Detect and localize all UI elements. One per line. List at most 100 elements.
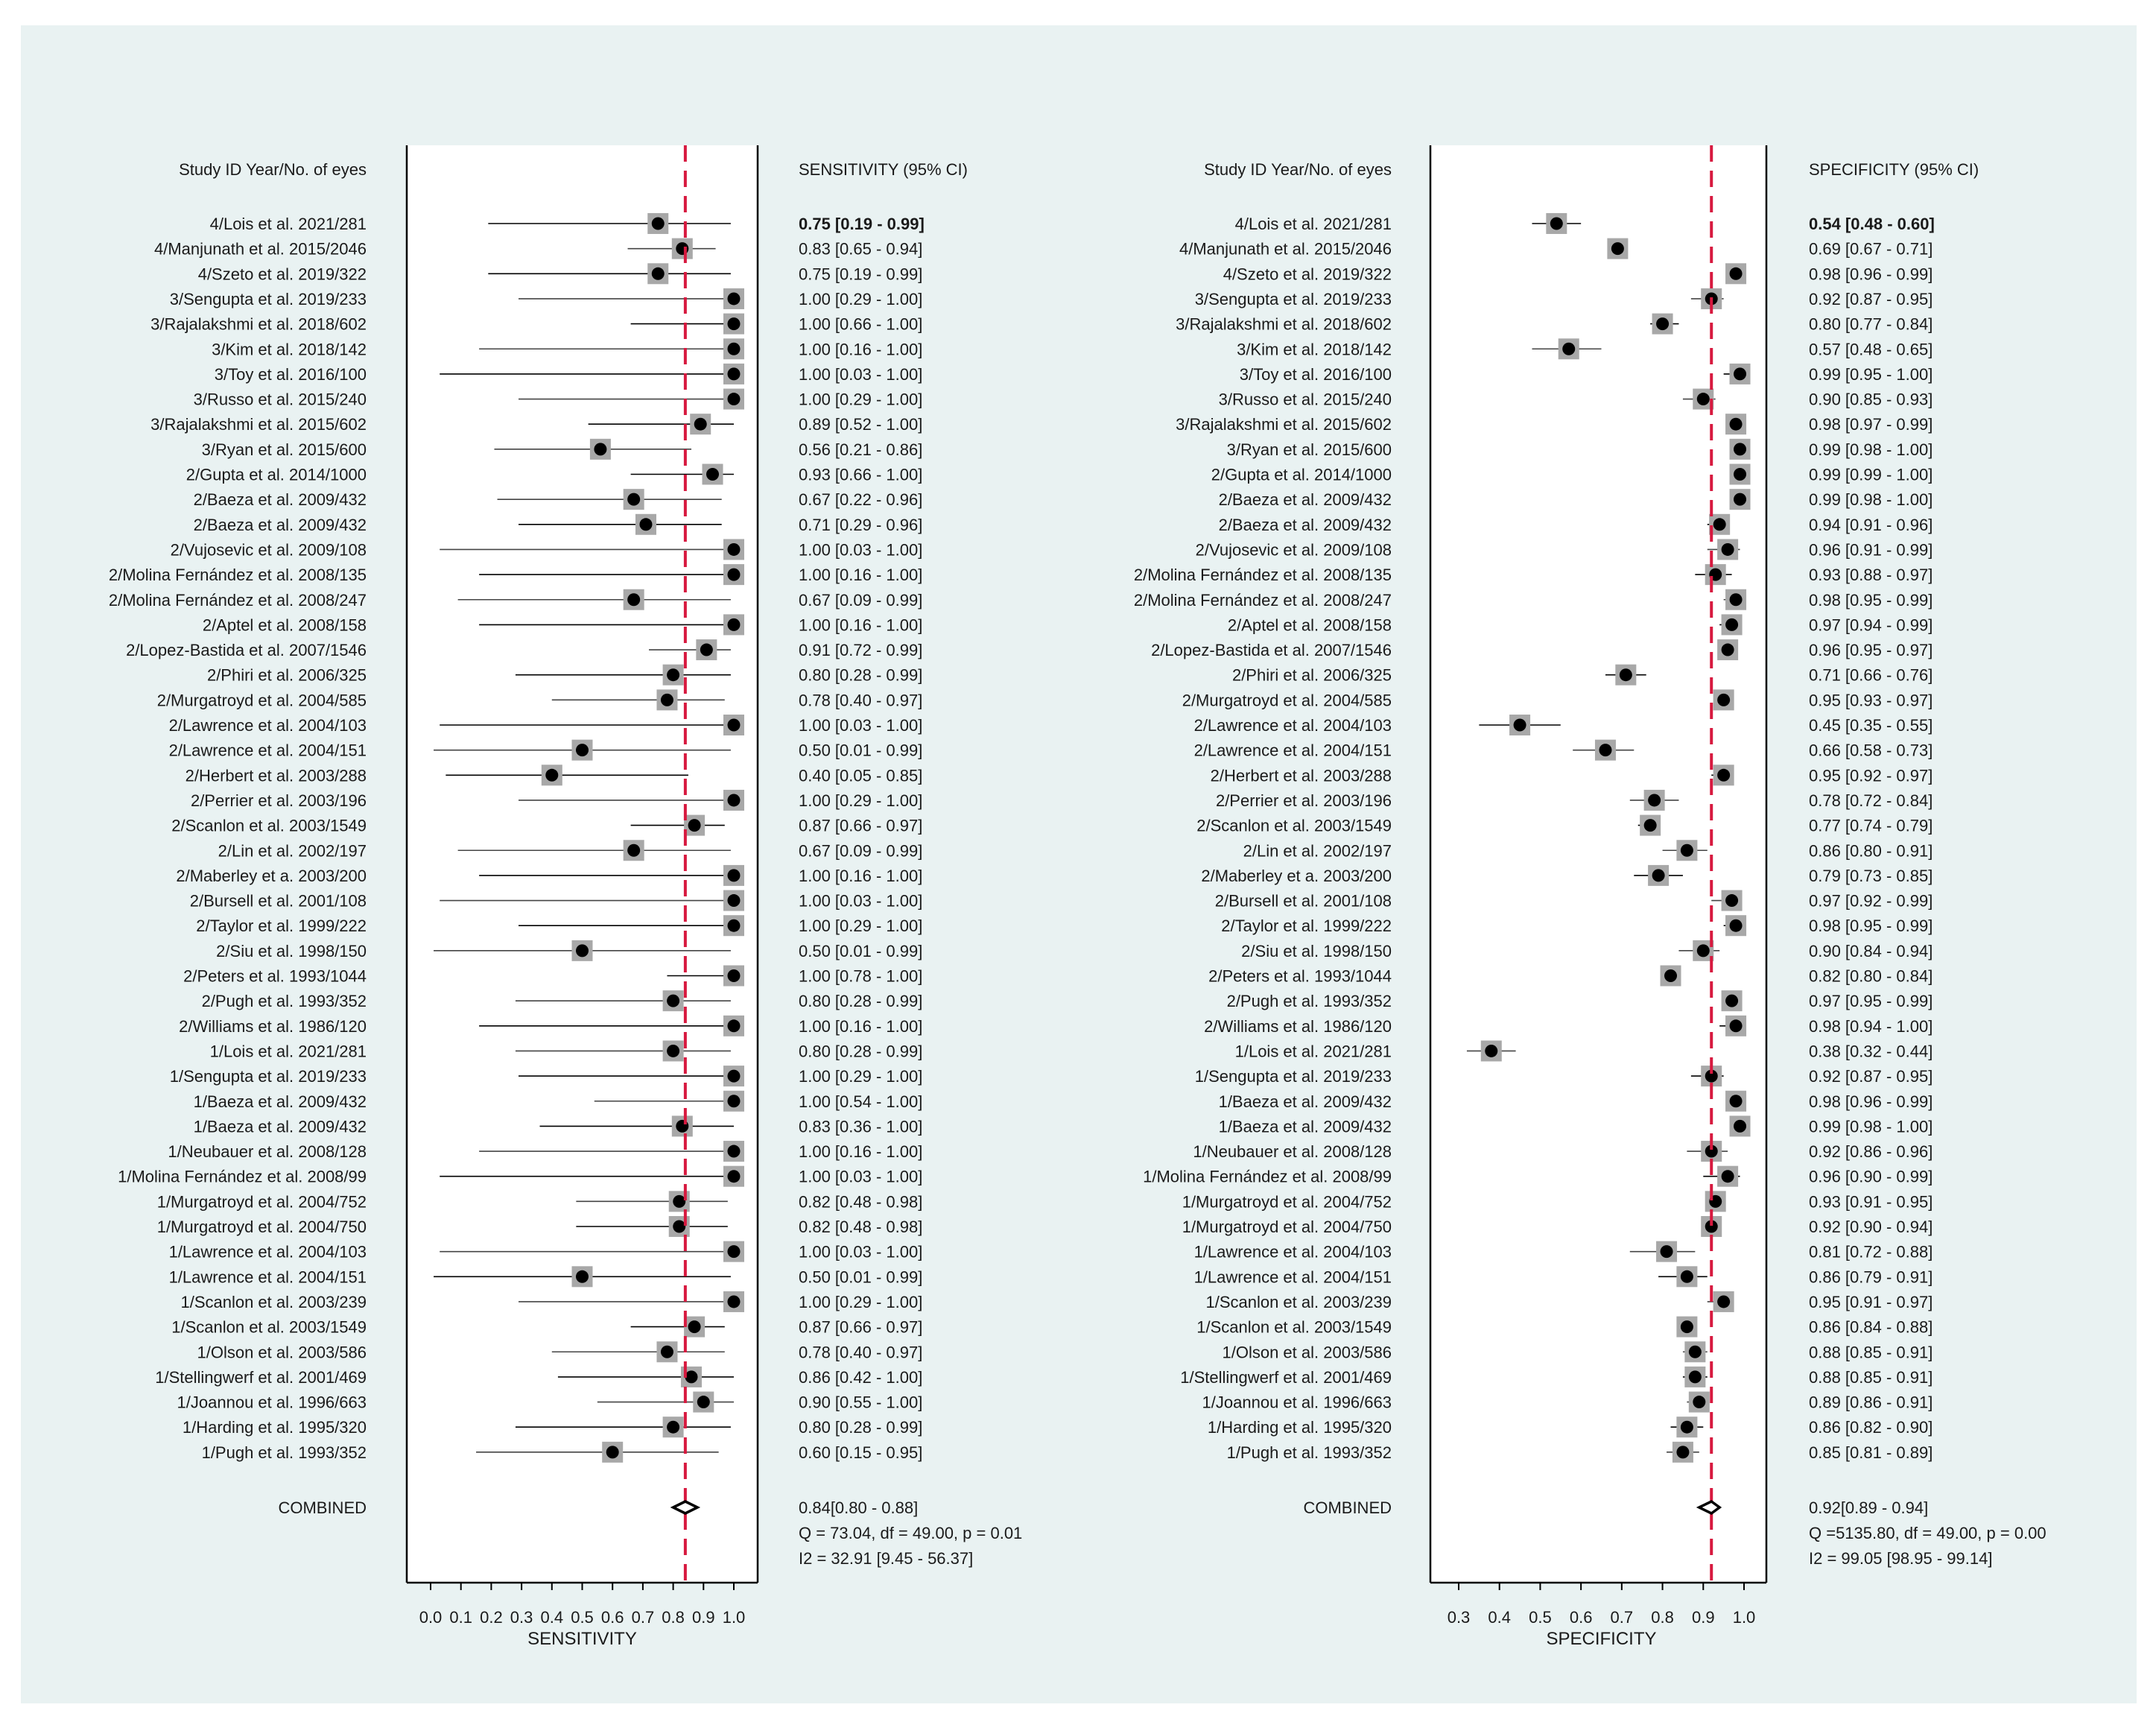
sens-study-label: 4/Lois et al. 2021/281 [210,215,367,233]
spec-study-label: 2/Scanlon et al. 2003/1549 [1196,817,1392,835]
spec-study-ci-text: 0.95 [0.91 - 0.97] [1809,1293,1933,1311]
sens-study-ci-text: 0.80 [0.28 - 0.99] [799,1042,922,1060]
sens-study-ci-text: 1.00 [0.29 - 1.00] [799,917,922,935]
spec-study-ci-text: 0.99 [0.98 - 1.00] [1809,440,1933,459]
spec-study-ci-text: 0.96 [0.90 - 0.99] [1809,1168,1933,1186]
sens-study-ci-text: 0.82 [0.48 - 0.98] [799,1192,922,1211]
sens-study-label: 2/Baeza et al. 2009/432 [194,516,367,534]
sens-point-estimate [727,317,741,331]
sens-point-estimate [667,1420,680,1434]
spec-study-ci-text: 0.98 [0.94 - 1.00] [1809,1017,1933,1036]
sens-point-estimate [727,1019,741,1033]
spec-study-ci-text: 0.45 [0.35 - 0.55] [1809,716,1933,735]
sens-study-label: 1/Olson et al. 2003/586 [197,1343,367,1361]
spec-point-estimate [1693,1396,1706,1409]
spec-point-estimate [1562,342,1576,355]
spec-point-estimate [1734,1119,1747,1133]
spec-study-label: 3/Rajalakshmi et al. 2015/602 [1176,415,1392,434]
sens-point-estimate [727,367,741,381]
sens-study-ci-text: 1.00 [0.16 - 1.00] [799,867,922,885]
spec-point-estimate [1734,443,1747,456]
sens-study-label: 1/Pugh et al. 1993/352 [202,1443,367,1462]
spec-study-ci-text: 0.96 [0.95 - 0.97] [1809,641,1933,659]
spec-study-ci-text: 0.95 [0.93 - 0.97] [1809,691,1933,709]
sens-study-ci-text: 0.56 [0.21 - 0.86] [799,440,922,459]
spec-point-estimate [1729,267,1743,280]
sens-point-estimate [673,1194,686,1208]
spec-point-estimate [1734,468,1747,481]
sens-study-label: 2/Lawrence et al. 2004/103 [169,716,367,735]
spec-study-ci-text: 0.71 [0.66 - 0.76] [1809,666,1933,685]
spec-point-estimate [1513,718,1526,732]
spec-study-ci-text: 0.81 [0.72 - 0.88] [1809,1243,1933,1262]
spec-study-label: 1/Baeza et al. 2009/432 [1219,1092,1392,1111]
sens-point-estimate [727,1095,741,1108]
spec-study-ci-text: 0.89 [0.86 - 0.91] [1809,1393,1933,1412]
spec-study-label: 2/Aptel et al. 2008/158 [1228,615,1392,634]
sens-point-estimate [651,217,665,230]
sens-study-ci-text: 0.67 [0.09 - 0.99] [799,591,922,610]
sens-point-estimate [727,292,741,306]
spec-study-ci-text: 0.97 [0.92 - 0.99] [1809,892,1933,911]
sens-header-ci: SENSITIVITY (95% CI) [799,160,968,179]
spec-x-tick-label: 0.9 [1692,1608,1715,1627]
spec-study-ci-text: 0.92 [0.90 - 0.94] [1809,1218,1933,1236]
sens-study-ci-text: 1.00 [0.03 - 1.00] [799,540,922,559]
sens-study-label: 3/Toy et al. 2016/100 [215,365,367,384]
spec-point-estimate [1705,1145,1718,1158]
spec-study-ci-text: 0.99 [0.98 - 1.00] [1809,490,1933,509]
spec-combined-diamond [1696,1499,1722,1516]
sens-study-ci-text: 0.80 [0.28 - 0.99] [799,666,922,685]
sens-study-ci-text: 1.00 [0.03 - 1.00] [799,1168,922,1186]
spec-study-ci-text: 0.95 [0.92 - 0.97] [1809,766,1933,785]
sens-point-estimate [727,342,741,355]
sens-point-estimate [667,668,680,682]
spec-study-ci-text: 0.93 [0.88 - 0.97] [1809,566,1933,584]
sens-point-estimate [576,944,589,957]
sens-point-estimate [667,994,680,1007]
spec-point-estimate [1705,1069,1718,1083]
spec-combined-label: COMBINED [1303,1498,1392,1517]
spec-point-estimate [1725,618,1739,631]
sens-point-estimate [727,542,741,556]
sens-study-ci-text: 0.87 [0.66 - 0.97] [799,1318,922,1337]
figure-background [21,25,2137,1703]
sens-study-ci-text: 0.82 [0.48 - 0.98] [799,1218,922,1236]
sens-study-ci-text: 1.00 [0.29 - 1.00] [799,1067,922,1086]
spec-study-ci-text: 0.98 [0.96 - 0.99] [1809,1092,1933,1111]
spec-combined-ci-text: 0.92[0.89 - 0.94] [1809,1498,1928,1517]
sens-point-estimate [727,1245,741,1259]
spec-x-tick-label: 0.7 [1611,1608,1634,1627]
spec-study-label: 2/Molina Fernández et al. 2008/135 [1134,566,1392,584]
sens-study-ci-text: 0.71 [0.29 - 0.96] [799,516,922,534]
spec-study-ci-text: 0.86 [0.82 - 0.90] [1809,1418,1933,1437]
spec-heterogeneity-i2: I2 = 99.05 [98.95 - 99.14] [1809,1549,1992,1568]
spec-study-label: 1/Harding et al. 1995/320 [1208,1418,1392,1437]
sens-x-tick-label: 0.0 [419,1608,443,1627]
spec-study-ci-text: 0.77 [0.74 - 0.79] [1809,817,1933,835]
spec-point-estimate [1680,843,1693,857]
sens-study-label: 1/Murgatroyd et al. 2004/750 [157,1218,367,1236]
spec-point-estimate [1729,919,1743,932]
sens-combined-ci-text: 0.84[0.80 - 0.88] [799,1498,918,1517]
spec-x-tick-label: 0.4 [1488,1608,1511,1627]
sens-study-ci-text: 0.91 [0.72 - 0.99] [799,641,922,659]
sens-study-label: 2/Lopez-Bastida et al. 2007/1546 [126,641,367,659]
spec-study-label: 2/Murgatroyd et al. 2004/585 [1182,691,1392,709]
sens-study-label: 1/Harding et al. 1995/320 [183,1418,367,1437]
sens-study-ci-text: 1.00 [0.16 - 1.00] [799,1017,922,1036]
sens-point-estimate [727,568,741,581]
sens-study-label: 2/Molina Fernández et al. 2008/247 [109,591,367,610]
sens-point-estimate [673,1220,686,1233]
spec-point-estimate [1680,1320,1693,1334]
spec-point-estimate [1648,794,1661,807]
spec-study-ci-text: 0.38 [0.32 - 0.44] [1809,1042,1933,1060]
spec-study-ci-text: 0.79 [0.73 - 0.85] [1809,867,1933,885]
sens-x-tick-label: 0.8 [662,1608,685,1627]
spec-study-label: 4/Lois et al. 2021/281 [1235,215,1392,233]
spec-study-label: 1/Molina Fernández et al. 2008/99 [1143,1168,1392,1186]
sens-study-label: 1/Lois et al. 2021/281 [210,1042,367,1060]
spec-study-label: 4/Manjunath et al. 2015/2046 [1179,240,1392,259]
sens-study-ci-text: 1.00 [0.29 - 1.00] [799,1293,922,1311]
spec-study-ci-text: 0.85 [0.81 - 0.89] [1809,1443,1933,1462]
